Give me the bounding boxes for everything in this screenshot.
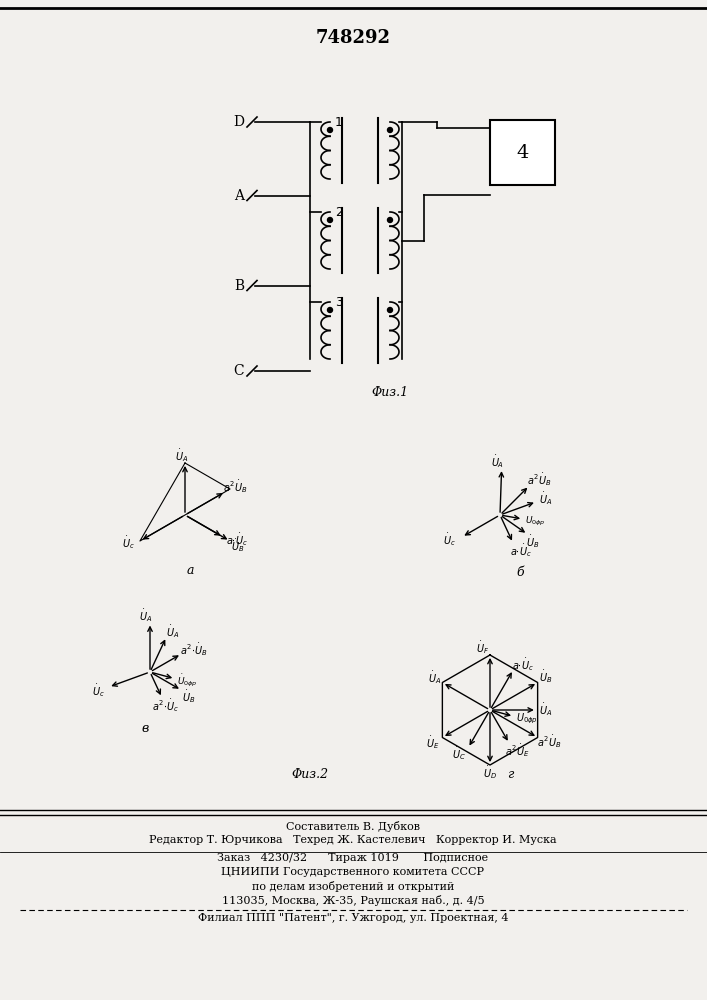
Bar xyxy=(490,120,555,185)
Text: б: б xyxy=(516,566,524,578)
Text: $\dot{U}_A$: $\dot{U}_A$ xyxy=(539,702,552,718)
Text: $a{\cdot}\dot{U}_c$: $a{\cdot}\dot{U}_c$ xyxy=(510,542,532,559)
Text: Φиз.1: Φиз.1 xyxy=(371,386,409,399)
Text: 113035, Москва, Ж-35, Раушская наб., д. 4/5: 113035, Москва, Ж-35, Раушская наб., д. … xyxy=(222,894,484,906)
Text: $a^2{\cdot}\dot{U}_B$: $a^2{\cdot}\dot{U}_B$ xyxy=(180,641,207,658)
Circle shape xyxy=(327,127,332,132)
Text: 4: 4 xyxy=(516,143,529,161)
Text: $U_{0\phi p}$: $U_{0\phi p}$ xyxy=(516,711,538,726)
Text: $\dot{U}_F$: $\dot{U}_F$ xyxy=(477,640,490,656)
Text: $\dot{U}_C$: $\dot{U}_C$ xyxy=(452,745,466,762)
Text: $a^2\dot{U}_B$: $a^2\dot{U}_B$ xyxy=(223,478,248,495)
Text: $\dot{U}_A$: $\dot{U}_A$ xyxy=(175,448,189,464)
Text: $\dot{U}_D$: $\dot{U}_D$ xyxy=(483,765,497,781)
Text: $\dot{U}_A$: $\dot{U}_A$ xyxy=(428,669,441,686)
Text: Филиал ППП "Патент", г. Ужгород, ул. Проектная, 4: Филиал ППП "Патент", г. Ужгород, ул. Про… xyxy=(198,913,508,923)
Text: $\dot{U}_E$: $\dot{U}_E$ xyxy=(426,734,439,751)
Text: $\dot{U}_B$: $\dot{U}_B$ xyxy=(182,688,195,705)
Text: $\dot{U}_A$: $\dot{U}_A$ xyxy=(539,490,552,507)
Text: $a^2\dot{U}_B$: $a^2\dot{U}_B$ xyxy=(537,733,562,750)
Text: $a^2\dot{U}_B$: $a^2\dot{U}_B$ xyxy=(527,471,551,488)
Text: $\dot{U}_c$: $\dot{U}_c$ xyxy=(443,531,456,548)
Text: 1: 1 xyxy=(335,116,343,129)
Text: D: D xyxy=(233,115,244,129)
Text: 748292: 748292 xyxy=(315,29,390,47)
Text: $a^2{\cdot}\dot{U}_c$: $a^2{\cdot}\dot{U}_c$ xyxy=(151,697,179,714)
Text: $a^2\dot{U}_E$: $a^2\dot{U}_E$ xyxy=(505,742,530,759)
Text: $\dot{U}_B$: $\dot{U}_B$ xyxy=(526,533,539,550)
Text: по делам изобретений и открытий: по делам изобретений и открытий xyxy=(252,880,454,892)
Text: Заказ   4230/32      Тираж 1019       Подписное: Заказ 4230/32 Тираж 1019 Подписное xyxy=(218,853,489,863)
Circle shape xyxy=(387,218,392,223)
Text: Редактор Т. Юрчикова   Техред Ж. Кастелевич   Корректор И. Муска: Редактор Т. Юрчикова Техред Ж. Кастелеви… xyxy=(149,835,557,845)
Circle shape xyxy=(387,127,392,132)
Text: C: C xyxy=(233,364,244,378)
Text: $\dot{U}_c$: $\dot{U}_c$ xyxy=(92,682,105,699)
Text: $\dot{U}_A$: $\dot{U}_A$ xyxy=(165,623,179,640)
Text: $U_{0\phi p}$: $U_{0\phi p}$ xyxy=(525,515,545,528)
Text: 3: 3 xyxy=(335,296,343,309)
Text: $a{\cdot}\dot{U}_c$: $a{\cdot}\dot{U}_c$ xyxy=(513,656,534,673)
Circle shape xyxy=(327,308,332,312)
Text: ЦНИИПИ Государственного комитета СССР: ЦНИИПИ Государственного комитета СССР xyxy=(221,867,484,877)
Text: в: в xyxy=(141,722,148,734)
Text: $\dot{U}_{0\phi p}$: $\dot{U}_{0\phi p}$ xyxy=(177,673,197,689)
Text: a: a xyxy=(186,564,194,576)
Text: $a{\cdot}\dot{U}_c$: $a{\cdot}\dot{U}_c$ xyxy=(226,531,248,548)
Text: 2: 2 xyxy=(335,206,343,219)
Text: $\dot{U}_c$: $\dot{U}_c$ xyxy=(122,535,134,551)
Text: $\dot{U}_A$: $\dot{U}_A$ xyxy=(139,607,153,624)
Circle shape xyxy=(387,308,392,312)
Circle shape xyxy=(327,218,332,223)
Text: B: B xyxy=(234,278,244,292)
Text: г: г xyxy=(507,768,513,782)
Text: $\dot{U}_{\!A}$: $\dot{U}_{\!A}$ xyxy=(491,453,504,470)
Text: Составитель В. Дубков: Составитель В. Дубков xyxy=(286,820,420,832)
Text: $\dot{U}_B$: $\dot{U}_B$ xyxy=(539,668,552,685)
Text: $\dot{U}_B$: $\dot{U}_B$ xyxy=(231,538,245,554)
Text: Φиз.2: Φиз.2 xyxy=(291,768,329,782)
Text: A: A xyxy=(234,188,244,202)
